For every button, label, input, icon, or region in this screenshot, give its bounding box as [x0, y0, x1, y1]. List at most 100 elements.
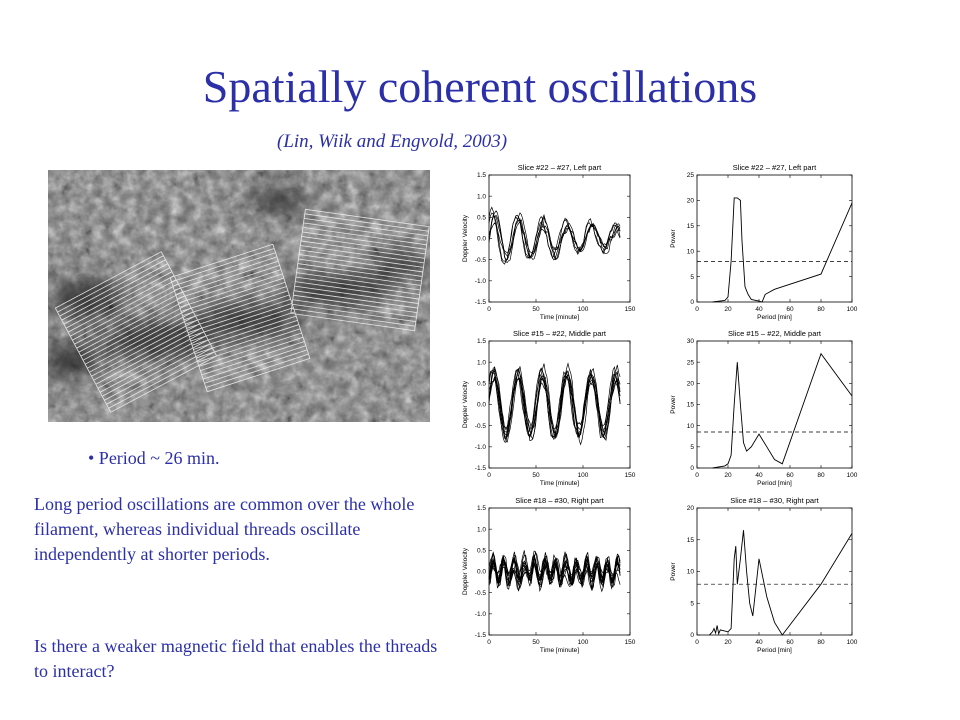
y-axis-label: Doppler Velocity: [462, 214, 469, 262]
x-tick-label: 20: [724, 472, 732, 479]
y-tick-label: 5: [690, 274, 694, 281]
y-tick-label: -0.5: [475, 423, 487, 430]
y-tick-label: -1.5: [475, 632, 487, 639]
y-axis-label: Doppler Velocity: [462, 547, 469, 595]
x-axis-label: Period [min]: [757, 314, 792, 321]
x-tick-label: 20: [724, 306, 732, 313]
velocity-curve: [488, 553, 621, 591]
x-tick-label: 50: [532, 306, 540, 313]
plot-frame: [696, 174, 853, 303]
y-tick-label: 0.5: [477, 381, 486, 388]
plot-panel: Slice #22 – #27, Left part 0 20 40 60 80 100 0 5…: [670, 163, 858, 321]
y-tick-label: 25: [687, 172, 695, 179]
x-tick-label: 100: [578, 306, 589, 313]
citation: (Lin, Wiik and Engvold, 2003): [277, 131, 508, 152]
x-tick-label: 60: [786, 472, 794, 479]
plot-title: Slice #18 – #30, Right part: [515, 496, 604, 505]
velocity-curve: [488, 376, 621, 433]
velocity-curve: [488, 215, 621, 259]
velocity-curve: [488, 366, 621, 442]
x-tick-label: 100: [847, 306, 858, 313]
plot-title: Slice #15 – #22, Middle part: [728, 329, 822, 338]
x-tick-label: 40: [755, 472, 763, 479]
y-tick-label: 0: [690, 299, 694, 306]
velocity-curve: [488, 206, 621, 265]
x-tick-label: 0: [487, 472, 491, 479]
y-tick-label: -1.0: [475, 444, 487, 451]
x-axis-label: Time [minute]: [540, 480, 579, 487]
y-tick-label: 0.0: [477, 569, 486, 576]
x-axis-label: Period [min]: [757, 480, 792, 487]
plot-frame: [696, 340, 853, 469]
y-tick-label: 1.5: [477, 505, 486, 512]
y-tick-label: 0.0: [477, 402, 486, 409]
x-tick-label: 80: [817, 472, 825, 479]
x-tick-label: 80: [817, 306, 825, 313]
plot-frame: [488, 507, 631, 636]
y-tick-label: 5: [690, 600, 694, 607]
y-tick-label: 15: [687, 223, 695, 230]
plot-title: Slice #22 – #27, Left part: [518, 163, 602, 172]
x-tick-label: 100: [578, 639, 589, 646]
plot-panel: Slice #22 – #27, Left part 0 50 100 150 -1.5 -…: [462, 163, 636, 321]
y-tick-label: 1.5: [477, 338, 486, 345]
x-tick-label: 100: [578, 472, 589, 479]
x-axis-label: Period [min]: [757, 647, 792, 654]
velocity-curve: [488, 556, 621, 589]
velocity-curve: [488, 366, 621, 441]
velocity-curve: [488, 210, 621, 263]
filament-image-graphic: [48, 170, 430, 422]
y-axis-label: Doppler Velocity: [462, 380, 469, 428]
y-tick-label: 25: [687, 359, 695, 366]
x-tick-label: 50: [532, 639, 540, 646]
y-tick-label: -1.0: [475, 278, 487, 285]
y-axis-label: Power: [670, 228, 677, 247]
y-tick-label: 20: [687, 505, 695, 512]
velocity-curve: [488, 368, 621, 439]
velocity-curve: [488, 552, 621, 587]
velocity-curve: [488, 212, 621, 262]
y-tick-label: 20: [687, 198, 695, 205]
y-tick-label: 5: [690, 444, 694, 451]
y-tick-label: 20: [687, 381, 695, 388]
solar-filament-image: [48, 170, 430, 422]
x-tick-label: 80: [817, 639, 825, 646]
velocity-curve: [488, 374, 621, 439]
y-tick-label: -0.5: [475, 257, 487, 264]
velocity-curve: [488, 362, 621, 446]
y-tick-label: 10: [687, 569, 695, 576]
x-tick-label: 40: [755, 639, 763, 646]
y-tick-label: 1.0: [477, 193, 486, 200]
y-tick-label: 30: [687, 338, 695, 345]
velocity-curve: [488, 555, 621, 593]
velocity-curve: [488, 552, 621, 591]
y-tick-label: 0.5: [477, 215, 486, 222]
velocity-curve: [488, 551, 621, 592]
y-axis-label: Power: [670, 561, 677, 580]
plot-title: Slice #15 – #22, Middle part: [513, 329, 607, 338]
x-tick-label: 0: [487, 306, 491, 313]
x-tick-label: 150: [625, 639, 636, 646]
y-tick-label: 1.0: [477, 526, 486, 533]
x-tick-label: 0: [695, 639, 699, 646]
slice-box: [169, 243, 311, 393]
velocity-curve: [488, 368, 621, 443]
x-tick-label: 0: [695, 472, 699, 479]
x-tick-label: 20: [724, 639, 732, 646]
y-tick-label: 0.5: [477, 548, 486, 555]
y-tick-label: 15: [687, 537, 695, 544]
velocity-curve: [488, 551, 621, 589]
velocity-curve: [488, 214, 621, 261]
y-tick-label: -0.5: [475, 590, 487, 597]
period-bullet: • Period ~ 26 min.: [88, 448, 220, 468]
velocity-curve: [488, 550, 621, 590]
x-tick-label: 100: [847, 472, 858, 479]
velocity-curve: [488, 554, 621, 593]
x-tick-label: 0: [695, 306, 699, 313]
plot-title: Slice #22 – #27, Left part: [733, 163, 817, 172]
slice-box: [290, 208, 430, 332]
y-tick-label: 1.0: [477, 359, 486, 366]
plot-frame: [488, 174, 631, 303]
x-tick-label: 50: [532, 472, 540, 479]
question-paragraph: Is there a weaker magnetic field that en…: [34, 636, 438, 681]
